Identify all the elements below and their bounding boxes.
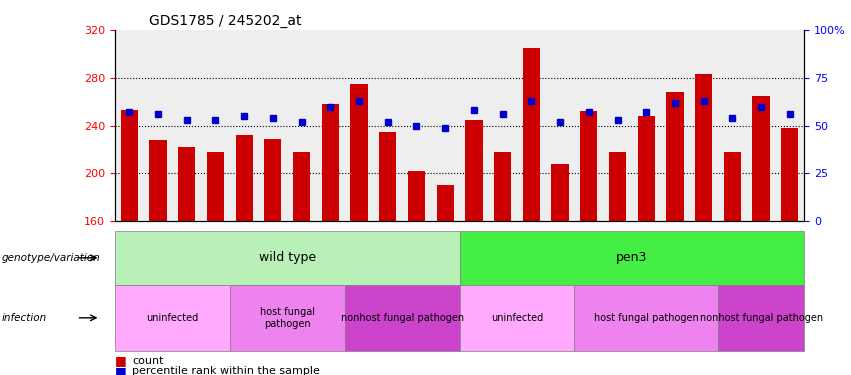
Bar: [408, 171, 426, 221]
Bar: [437, 185, 454, 221]
Text: ■: ■: [115, 365, 127, 375]
Text: count: count: [132, 356, 163, 366]
Bar: [465, 120, 483, 221]
Text: uninfected: uninfected: [146, 313, 198, 323]
Bar: [608, 152, 626, 221]
Text: host fungal pathogen: host fungal pathogen: [594, 313, 699, 323]
Bar: [178, 147, 196, 221]
Text: host fungal
pathogen: host fungal pathogen: [260, 307, 315, 328]
Text: nonhost fungal pathogen: nonhost fungal pathogen: [700, 313, 823, 323]
Text: GDS1785 / 245202_at: GDS1785 / 245202_at: [150, 13, 302, 28]
Bar: [379, 132, 397, 221]
Text: infection: infection: [2, 313, 47, 323]
Text: percentile rank within the sample: percentile rank within the sample: [132, 366, 320, 375]
Bar: [351, 84, 368, 221]
Bar: [207, 152, 224, 221]
Text: uninfected: uninfected: [491, 313, 543, 323]
Bar: [551, 164, 568, 221]
Text: genotype/variation: genotype/variation: [2, 253, 100, 263]
Bar: [695, 74, 712, 221]
Bar: [322, 104, 339, 221]
Bar: [293, 152, 310, 221]
Bar: [666, 92, 683, 221]
Bar: [494, 152, 511, 221]
Bar: [781, 128, 798, 221]
Text: wild type: wild type: [259, 251, 316, 264]
Bar: [264, 139, 282, 221]
Text: pen3: pen3: [616, 251, 648, 264]
Bar: [580, 111, 597, 221]
Bar: [150, 140, 167, 221]
Bar: [121, 110, 138, 221]
Bar: [752, 96, 769, 221]
Bar: [723, 152, 741, 221]
Bar: [637, 116, 655, 221]
Bar: [236, 135, 253, 221]
Bar: [523, 48, 540, 221]
Text: nonhost fungal pathogen: nonhost fungal pathogen: [340, 313, 464, 323]
Text: ■: ■: [115, 354, 127, 367]
